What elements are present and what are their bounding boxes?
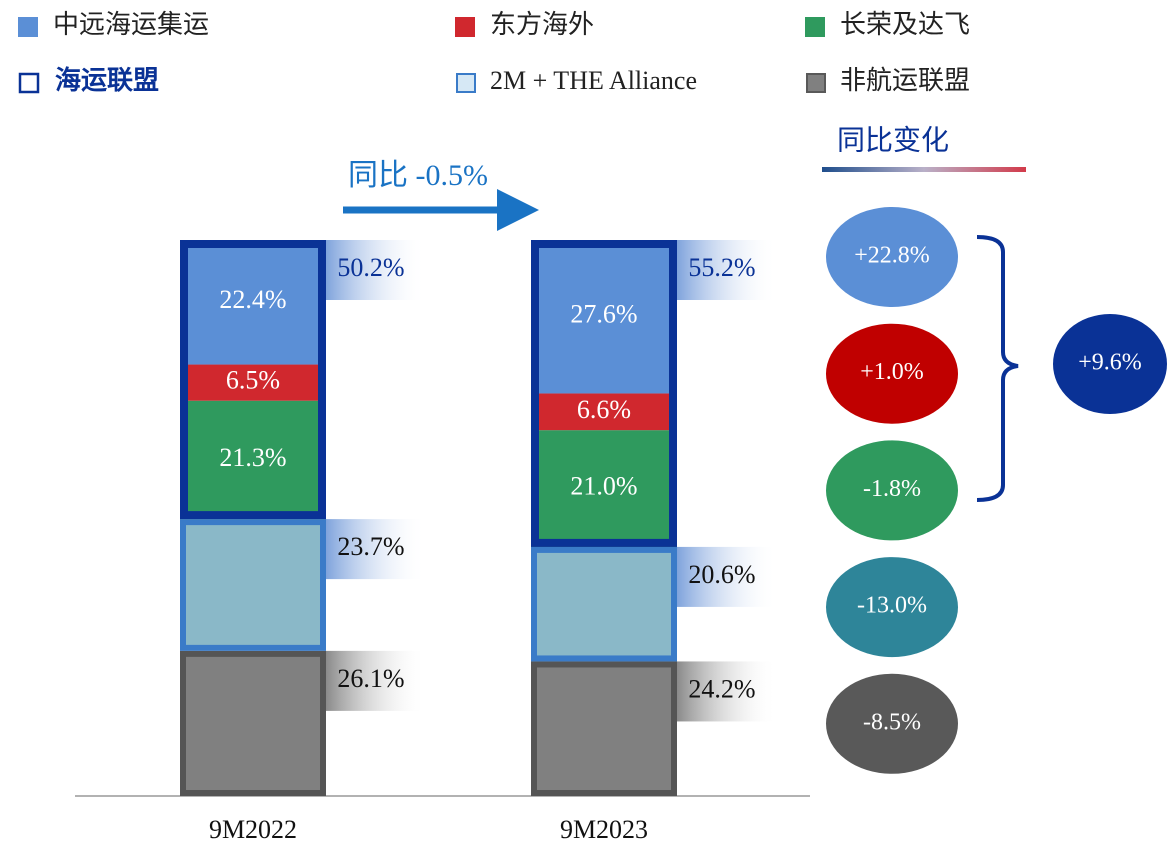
legend-swatch bbox=[806, 73, 826, 93]
label-background bbox=[677, 546, 777, 607]
legend-swatch bbox=[805, 17, 825, 37]
change-bubble bbox=[826, 557, 958, 658]
change-bubble bbox=[826, 323, 958, 424]
label-background bbox=[677, 661, 777, 722]
data-label: 21.0% bbox=[570, 472, 637, 501]
change-label: -8.5% bbox=[863, 709, 921, 735]
change-bubble bbox=[1053, 314, 1167, 414]
data-label: 55.2% bbox=[688, 253, 755, 282]
bar-segment bbox=[531, 240, 677, 394]
bracket bbox=[976, 235, 1019, 502]
alliance-outline bbox=[531, 240, 677, 547]
annotation: 同比 -0.5% bbox=[348, 159, 488, 192]
change-bubble bbox=[826, 673, 958, 774]
legend-label: 2M + THE Alliance bbox=[490, 66, 697, 95]
change-bubble bbox=[826, 207, 958, 307]
data-label: 21.3% bbox=[219, 443, 286, 472]
bar-segment bbox=[531, 661, 677, 796]
data-label: 27.6% bbox=[570, 300, 637, 329]
title-underline bbox=[822, 167, 1026, 172]
label-background bbox=[326, 240, 426, 300]
change-label: +22.8% bbox=[854, 243, 930, 269]
legend-label: 东方海外 bbox=[490, 10, 594, 39]
bar-segment bbox=[531, 546, 677, 662]
change-title: 同比变化 bbox=[837, 124, 949, 156]
bar-segment bbox=[180, 519, 326, 651]
x-tick-label: 9M2022 bbox=[209, 815, 297, 844]
legend-label: 非航运联盟 bbox=[840, 66, 970, 95]
label-background bbox=[326, 519, 426, 580]
label-background bbox=[326, 650, 426, 711]
legend-swatch bbox=[18, 72, 40, 94]
legend-swatch bbox=[18, 17, 38, 37]
data-label: 24.2% bbox=[688, 674, 755, 703]
label-background bbox=[677, 240, 777, 300]
data-label: 26.1% bbox=[337, 664, 404, 693]
bar-segment bbox=[180, 650, 326, 796]
change-label: +9.6% bbox=[1078, 350, 1142, 376]
legend-label: 海运联盟 bbox=[55, 66, 159, 95]
bar-segment bbox=[180, 400, 326, 520]
change-bubble bbox=[826, 440, 958, 541]
legend-swatch bbox=[455, 17, 475, 37]
legend-label: 长荣及达飞 bbox=[840, 10, 970, 39]
data-label: 6.5% bbox=[226, 366, 280, 395]
bar-segment bbox=[180, 364, 326, 401]
data-label: 50.2% bbox=[337, 253, 404, 282]
data-label: 23.7% bbox=[337, 532, 404, 561]
bar-segment bbox=[531, 430, 677, 547]
change-label: -1.8% bbox=[863, 476, 921, 502]
change-label: -13.0% bbox=[857, 593, 927, 619]
alliance-outline bbox=[180, 240, 326, 520]
x-tick-label: 9M2023 bbox=[560, 815, 648, 844]
change-label: +1.0% bbox=[860, 359, 924, 385]
data-label: 20.6% bbox=[688, 560, 755, 589]
data-label: 6.6% bbox=[577, 395, 631, 424]
legend-swatch bbox=[456, 73, 476, 93]
data-label: 22.4% bbox=[219, 285, 286, 314]
bar-segment bbox=[531, 393, 677, 431]
bar-segment bbox=[180, 240, 326, 365]
legend-label: 中远海运集运 bbox=[53, 10, 209, 39]
